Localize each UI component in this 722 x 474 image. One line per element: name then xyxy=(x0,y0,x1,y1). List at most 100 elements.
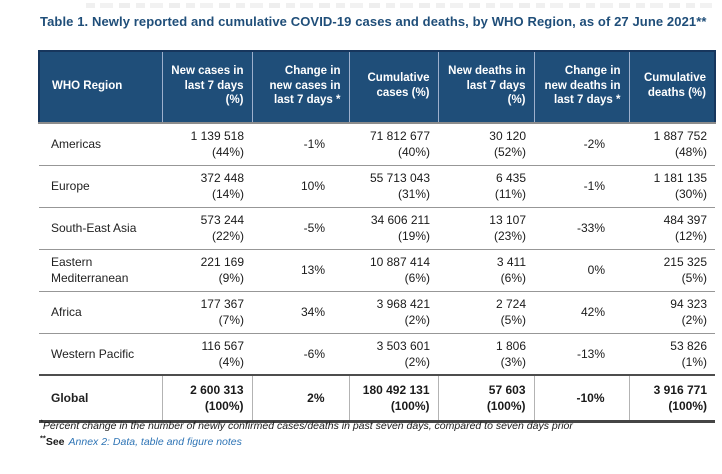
cumulative-deaths-pct: (48%) xyxy=(674,145,707,160)
cumulative-cases-pct: (19%) xyxy=(397,229,430,243)
annex-2-link[interactable]: Annex 2: Data, table and figure notes xyxy=(68,436,242,448)
cell-change-deaths: -10% xyxy=(533,374,629,423)
cell-new-cases: 116 567 (4%) xyxy=(162,333,252,376)
new-deaths-value: 13 107 xyxy=(489,212,526,227)
new-deaths-value: 1 806 xyxy=(495,338,526,353)
new-deaths-value: 6 435 xyxy=(495,170,526,185)
cumulative-deaths-value: 53 826 xyxy=(670,338,707,353)
cumulative-cases-value: 71 812 677 xyxy=(369,129,430,144)
header-new-cases: New cases in last 7 days (%) xyxy=(161,50,252,124)
new-deaths-value: 30 120 xyxy=(489,129,526,144)
cell-cumulative-deaths: 1 181 135 (30%) xyxy=(629,165,715,208)
header-cumulative-cases: Cumulative cases (%) xyxy=(348,50,438,124)
cell-cumulative-deaths: 484 397 (12%) xyxy=(629,207,715,250)
cell-change-deaths: 42% xyxy=(534,291,629,334)
cell-new-deaths: 57 603 (100%) xyxy=(437,374,534,423)
footnote-marker: * xyxy=(40,417,43,427)
cumulative-deaths-value: 215 325 xyxy=(663,254,707,269)
cumulative-deaths-value: 1 181 135 xyxy=(653,170,707,185)
new-cases-pct: (14%) xyxy=(211,187,244,201)
cell-change-cases: 13% xyxy=(252,249,349,292)
cell-new-cases: 177 367 (7%) xyxy=(162,291,252,334)
header-new-deaths: New deaths in last 7 days (%) xyxy=(437,50,534,124)
footnote-percent-change: *Percent change in the number of newly c… xyxy=(40,418,573,434)
cell-change-cases: -6% xyxy=(252,333,349,376)
new-cases-pct: (22%) xyxy=(211,229,244,243)
cumulative-cases-value: 55 713 043 xyxy=(369,170,430,185)
cropped-text-artifact xyxy=(86,3,712,8)
cell-new-deaths: 30 120 (52%) xyxy=(438,123,534,166)
cell-cumulative-deaths: 53 826 (1%) xyxy=(629,333,715,376)
new-deaths-value: 2 724 xyxy=(495,296,526,311)
table-header: WHO Region New cases in last 7 days (%) … xyxy=(38,50,716,124)
table-row-western-pacific: Western Pacific 116 567 (4%) -6% 3 503 6… xyxy=(39,333,715,376)
new-deaths-value: 57 603 xyxy=(488,382,526,397)
cumulative-deaths-value: 3 916 771 xyxy=(653,382,707,397)
cell-change-deaths: 0% xyxy=(534,249,629,292)
cell-cumulative-cases: 10 887 414 (6%) xyxy=(349,249,438,292)
cell-change-cases: 2% xyxy=(251,374,349,423)
cumulative-deaths-value: 1 887 752 xyxy=(653,129,707,144)
cell-region: Global xyxy=(39,374,162,423)
new-cases-value: 116 567 xyxy=(201,338,245,353)
cell-cumulative-cases: 55 713 043 (31%) xyxy=(349,165,438,208)
footnote-text: Percent change in the number of newly co… xyxy=(42,420,573,432)
new-cases-pct: (100%) xyxy=(204,398,244,413)
cell-change-cases: 10% xyxy=(252,165,349,208)
footnote-marker: ** xyxy=(40,433,46,443)
cell-new-cases: 2 600 313 (100%) xyxy=(161,374,252,423)
cell-cumulative-deaths: 94 323 (2%) xyxy=(629,291,715,334)
new-cases-value: 2 600 313 xyxy=(190,382,244,397)
new-cases-pct: (7%) xyxy=(218,313,244,327)
cumulative-cases-value: 3 503 601 xyxy=(376,338,430,353)
new-cases-pct: (9%) xyxy=(218,271,244,285)
cell-cumulative-deaths: 3 916 771 (100%) xyxy=(628,374,715,423)
cell-new-deaths: 1 806 (3%) xyxy=(438,333,534,376)
new-deaths-pct: (3%) xyxy=(500,354,526,369)
cumulative-deaths-pct: (12%) xyxy=(674,229,707,243)
header-cumulative-deaths: Cumulative deaths (%) xyxy=(628,50,716,124)
cell-cumulative-cases: 3 968 421 (2%) xyxy=(349,291,438,334)
cell-change-deaths: -33% xyxy=(534,207,629,250)
footnotes: *Percent change in the number of newly c… xyxy=(40,418,573,450)
cell-region: Africa xyxy=(39,291,162,334)
new-cases-value: 177 367 xyxy=(200,296,244,311)
new-deaths-pct: (6%) xyxy=(500,271,526,285)
table-title: Table 1. Newly reported and cumulative C… xyxy=(40,14,707,29)
cumulative-cases-value: 3 968 421 xyxy=(376,296,430,311)
cell-new-cases: 221 169 (9%) xyxy=(162,249,252,292)
header-change-new-deaths: Change in new deaths in last 7 days * xyxy=(533,50,629,124)
table-row-eastern-mediterranean: Eastern Mediterranean 221 169 (9%) 13% 1… xyxy=(39,249,715,292)
table-row-europe: Europe 372 448 (14%) 10% 55 713 043 (31%… xyxy=(39,165,715,208)
cell-change-deaths: -2% xyxy=(534,123,629,166)
cumulative-deaths-pct: (1%) xyxy=(681,354,707,369)
cumulative-deaths-value: 94 323 xyxy=(670,296,707,311)
cell-new-cases: 372 448 (14%) xyxy=(162,165,252,208)
new-deaths-pct: (100%) xyxy=(486,398,526,413)
cumulative-deaths-value: 484 397 xyxy=(663,212,707,227)
cumulative-deaths-pct: (2%) xyxy=(681,313,707,327)
cell-cumulative-cases: 180 492 131 (100%) xyxy=(348,374,438,423)
cell-cumulative-cases: 3 503 601 (2%) xyxy=(349,333,438,376)
cell-region: Americas xyxy=(39,123,162,166)
cumulative-cases-pct: (31%) xyxy=(397,187,430,201)
cumulative-cases-value: 34 606 211 xyxy=(370,212,430,227)
covid-region-table: WHO Region New cases in last 7 days (%) … xyxy=(38,50,716,423)
table-row-south-east-asia: South-East Asia 573 244 (22%) -5% 34 606… xyxy=(39,207,715,250)
cell-region: Europe xyxy=(39,165,162,208)
cumulative-cases-pct: (6%) xyxy=(404,271,430,285)
cumulative-cases-pct: (40%) xyxy=(397,145,430,160)
table-row-global: Global 2 600 313 (100%) 2% 180 492 131 (… xyxy=(39,374,715,423)
cumulative-cases-value: 10 887 414 xyxy=(369,254,430,269)
cell-cumulative-deaths: 1 887 752 (48%) xyxy=(629,123,715,166)
cumulative-deaths-pct: (100%) xyxy=(668,398,707,413)
table-row-americas: Americas 1 139 518 (44%) -1% 71 812 677 … xyxy=(39,123,715,166)
new-deaths-pct: (5%) xyxy=(500,313,526,327)
cumulative-cases-pct: (2%) xyxy=(404,313,430,327)
new-deaths-value: 3 411 xyxy=(496,254,526,269)
footnote-see-label: See xyxy=(45,436,65,448)
cumulative-cases-pct: (100%) xyxy=(390,398,430,413)
new-cases-value: 221 169 xyxy=(200,254,244,269)
cell-cumulative-cases: 34 606 211 (19%) xyxy=(349,207,438,250)
